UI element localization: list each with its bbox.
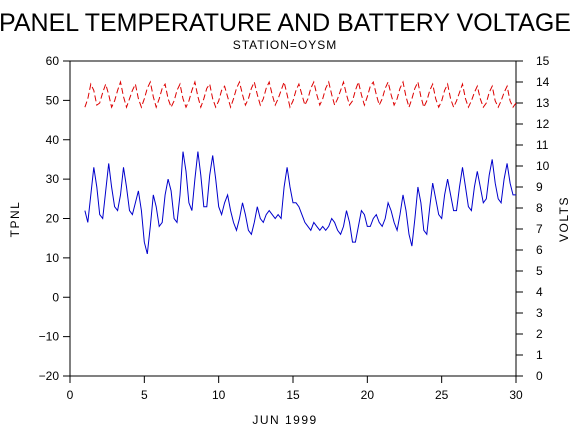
x-tick-label: 15 — [286, 388, 300, 402]
right-tick-label: 1 — [536, 348, 543, 362]
left-axis: −20 −10 0 10 20 30 40 50 60 — [39, 54, 70, 383]
right-axis-label: VOLTS — [557, 196, 570, 242]
left-tick-label: 20 — [46, 212, 60, 226]
right-tick-label: 11 — [536, 138, 549, 152]
x-tick-label: 5 — [141, 388, 148, 402]
left-tick-label: −20 — [39, 369, 60, 383]
plot-frame — [69, 60, 517, 377]
left-tick-label: 0 — [52, 290, 59, 304]
right-tick-label: 7 — [536, 222, 543, 236]
right-tick-label: 0 — [536, 369, 543, 383]
left-tick-label: 60 — [46, 54, 60, 68]
right-tick-label: 12 — [536, 117, 550, 131]
chart-subtitle: STATION=OYSM — [233, 38, 338, 52]
right-tick-label: 3 — [536, 306, 543, 320]
x-tick-label: 0 — [67, 388, 74, 402]
right-tick-label: 8 — [536, 201, 543, 215]
left-tick-label: −10 — [39, 330, 60, 344]
left-tick-label: 50 — [46, 93, 60, 107]
right-tick-label: 14 — [536, 75, 550, 89]
left-tick-label: 40 — [46, 133, 60, 147]
chart-title: PANEL TEMPERATURE AND BATTERY VOLTAGE — [0, 9, 570, 37]
left-tick-label: 30 — [46, 172, 60, 186]
right-tick-label: 5 — [536, 264, 543, 278]
tpnl-series-line — [84, 151, 516, 255]
right-tick-label: 10 — [536, 159, 550, 173]
right-tick-label: 2 — [536, 327, 543, 341]
right-tick-label: 9 — [536, 180, 543, 194]
x-tick-label: 20 — [361, 388, 375, 402]
x-tick-label: 25 — [435, 388, 449, 402]
left-axis-label: TPNL — [8, 201, 22, 238]
x-tick-label: 30 — [509, 388, 523, 402]
x-axis: 0 5 10 15 20 25 30 — [67, 376, 523, 402]
right-tick-label: 15 — [536, 54, 550, 68]
right-tick-label: 6 — [536, 243, 543, 257]
volts-series-line — [84, 80, 517, 109]
series-layer — [84, 80, 517, 255]
x-tick-label: 10 — [212, 388, 226, 402]
left-tick-label: 10 — [46, 251, 60, 265]
right-tick-label: 4 — [536, 285, 543, 299]
right-tick-label: 13 — [536, 96, 550, 110]
x-axis-label: JUN 1999 — [252, 413, 317, 427]
